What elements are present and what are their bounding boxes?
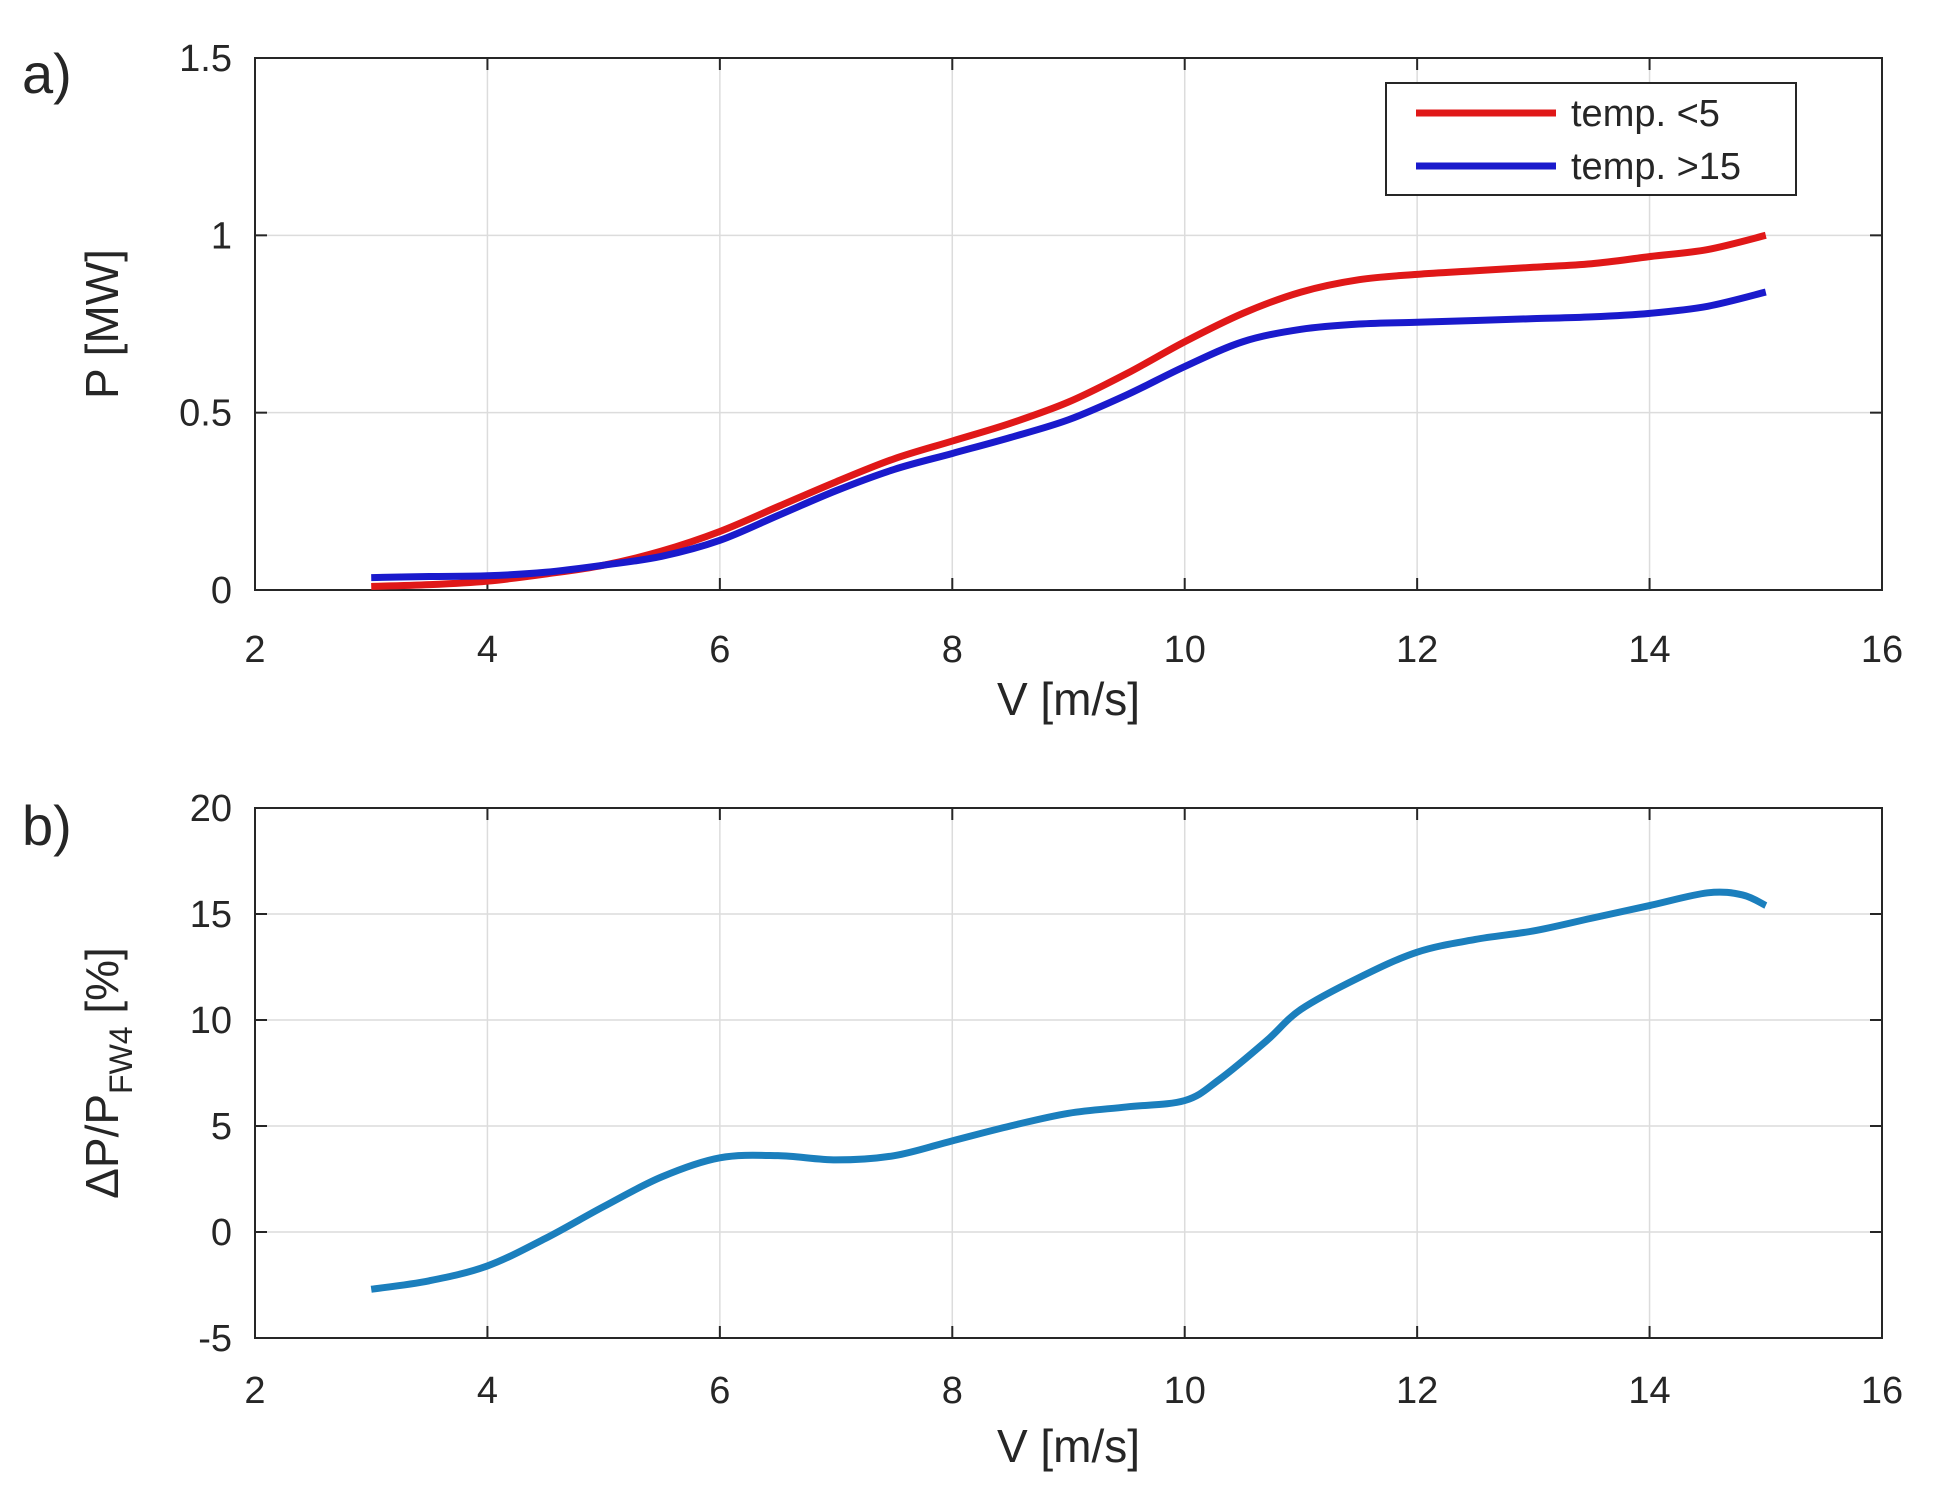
- y-axis-label-main: P [MW]: [76, 249, 128, 399]
- legend-label-1: temp. <5: [1571, 93, 1720, 135]
- x-tick-label: 2: [244, 1370, 265, 1412]
- x-tick-label: 2: [244, 629, 265, 671]
- x-axis-label: V [m/s]: [997, 673, 1140, 725]
- legend-box: [1385, 82, 1797, 196]
- x-tick-label: 8: [942, 1370, 963, 1412]
- x-tick-label: 4: [477, 1370, 498, 1412]
- y-axis-label-subscript: FW4: [103, 1026, 139, 1094]
- axes-frame: [254, 807, 1883, 1339]
- x-tick-label: 16: [1861, 629, 1903, 671]
- y-axis-label-suffix: [%]: [76, 947, 128, 1026]
- panel-label: b): [22, 794, 72, 857]
- y-tick-label: 15: [190, 894, 232, 936]
- series-line-1: [370, 888, 1768, 1293]
- x-tick-label: 6: [709, 1370, 730, 1412]
- axes-frame: [254, 57, 1883, 591]
- x-tick-label: 10: [1164, 629, 1206, 671]
- y-axis-label: ΔP/PFW4 [%]: [76, 947, 139, 1199]
- panel-label: a): [22, 42, 72, 105]
- y-tick-label: -5: [198, 1318, 232, 1360]
- x-tick-label: 16: [1861, 1370, 1903, 1412]
- y-tick-label: 1.5: [179, 38, 232, 80]
- panel-a: a) 2 4 6 8 10 12 14 16 0 0.5 1 1.5 V [m/s] P [MW] temp.…: [22, 38, 1903, 725]
- y-tick-label: 0: [211, 1212, 232, 1254]
- x-tick-label: 12: [1396, 629, 1438, 671]
- legend: temp. <5 temp. >15: [1385, 82, 1797, 196]
- x-axis-label: V [m/s]: [997, 1420, 1140, 1472]
- y-tick-label: 1: [211, 215, 232, 257]
- legend-label-2: temp. >15: [1571, 146, 1741, 188]
- x-tick-label: 6: [709, 629, 730, 671]
- x-tick-label: 14: [1628, 629, 1670, 671]
- x-tick-label: 4: [477, 629, 498, 671]
- y-axis-label-main: ΔP/P: [76, 1094, 128, 1199]
- x-tick-label: 8: [942, 629, 963, 671]
- x-tick-label: 14: [1628, 1370, 1670, 1412]
- y-tick-label: 0: [211, 570, 232, 612]
- y-tick-label: 10: [190, 1000, 232, 1042]
- y-tick-label: 0.5: [179, 393, 232, 435]
- x-tick-label: 10: [1164, 1370, 1206, 1412]
- panel-b: b) 2 4 6 8 10 12 14 16 -5 0 5 10 15 20 V [m/s] ΔP/PFW4 […: [22, 788, 1903, 1472]
- y-axis-label: P [MW]: [76, 249, 128, 399]
- x-tick-label: 12: [1396, 1370, 1438, 1412]
- y-tick-label: 20: [190, 788, 232, 830]
- series-line-2: [371, 288, 1767, 582]
- y-tick-label: 5: [211, 1106, 232, 1148]
